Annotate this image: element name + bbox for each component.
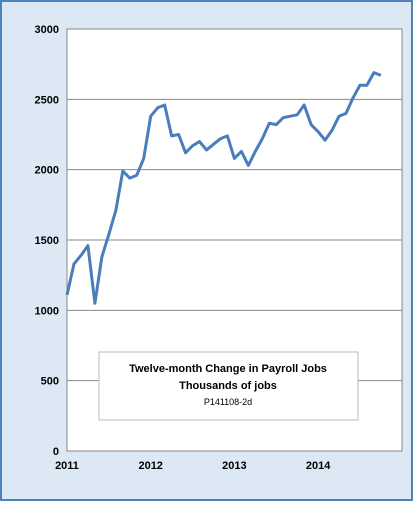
y-tick-label: 2000	[35, 165, 59, 177]
x-tick-label: 2014	[306, 460, 331, 472]
y-tick-label: 1500	[35, 235, 59, 247]
annotation: P141108-2d	[204, 397, 252, 407]
y-tick-label: 0	[53, 446, 59, 458]
chart-title: Twelve-month Change in Payroll Jobs	[129, 363, 327, 375]
x-tick-label: 2011	[55, 460, 79, 472]
x-tick-label: 2013	[222, 460, 246, 472]
y-tick-label: 1000	[35, 305, 59, 317]
legend-box	[98, 351, 359, 421]
x-tick-label: 2012	[138, 460, 162, 472]
data-line	[65, 71, 382, 305]
chart-subtitle: Thousands of jobs	[179, 380, 277, 392]
y-tick-label: 500	[41, 376, 59, 388]
y-tick-label: 3000	[35, 24, 59, 36]
y-tick-label: 2500	[35, 94, 59, 106]
